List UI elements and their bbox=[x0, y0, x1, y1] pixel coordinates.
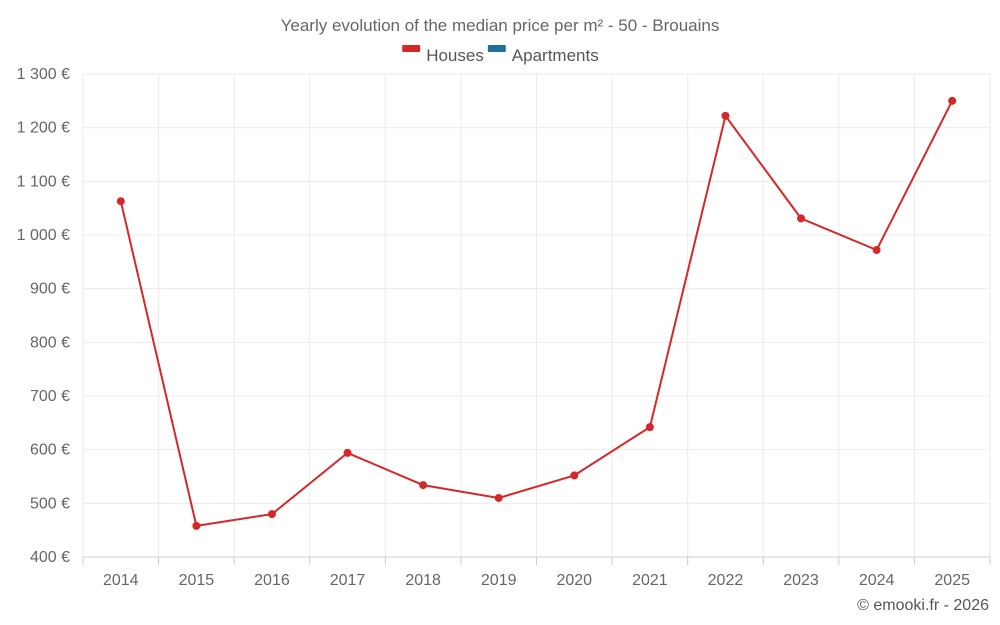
x-tick-label: 2014 bbox=[103, 572, 139, 589]
data-point bbox=[419, 481, 428, 490]
x-tick-label: 2015 bbox=[179, 572, 215, 589]
y-tick-label: 1 100 € bbox=[17, 173, 70, 190]
y-tick-label: 900 € bbox=[30, 281, 70, 298]
y-tick-label: 600 € bbox=[30, 442, 70, 459]
series-line-houses bbox=[119, 100, 954, 527]
data-point bbox=[570, 471, 579, 480]
data-point bbox=[797, 214, 806, 223]
axes: 400 € 500 € 600 € 700 € 800 € 900 € 1 000 € 1 1… bbox=[17, 66, 991, 589]
legend-swatch-apartments bbox=[487, 45, 506, 52]
data-point bbox=[116, 197, 125, 206]
x-tick-label: 2021 bbox=[632, 572, 668, 589]
data-point bbox=[645, 423, 654, 432]
y-tick-label: 1 300 € bbox=[17, 66, 70, 83]
y-tick-label: 500 € bbox=[30, 495, 70, 512]
y-tick-label: 700 € bbox=[30, 388, 70, 405]
data-point bbox=[872, 246, 881, 255]
legend-swatch-houses bbox=[402, 45, 421, 52]
y-tick-label: 400 € bbox=[30, 549, 70, 566]
x-tick-label: 2019 bbox=[481, 572, 517, 589]
x-tick-label: 2016 bbox=[254, 572, 290, 589]
legend: Houses Apartments bbox=[402, 45, 599, 65]
legend-label-apartments: Apartments bbox=[512, 46, 599, 65]
data-point bbox=[721, 111, 730, 120]
data-point bbox=[948, 96, 957, 105]
data-point bbox=[192, 521, 201, 530]
y-tick-label: 800 € bbox=[30, 334, 70, 351]
series-layer bbox=[116, 96, 957, 530]
grid bbox=[82, 73, 991, 557]
credit-text: © emooki.fr - 2026 bbox=[857, 597, 989, 614]
chart-title: Yearly evolution of the median price per… bbox=[281, 16, 720, 35]
data-point bbox=[494, 493, 503, 502]
x-tick-label: 2025 bbox=[934, 572, 970, 589]
y-tick-label: 1 200 € bbox=[17, 120, 70, 137]
x-tick-label: 2017 bbox=[330, 572, 366, 589]
x-tick-label: 2022 bbox=[708, 572, 744, 589]
legend-label-houses: Houses bbox=[426, 46, 484, 65]
x-tick-label: 2020 bbox=[556, 572, 592, 589]
x-tick-label: 2023 bbox=[783, 572, 819, 589]
data-point bbox=[343, 448, 352, 457]
data-point bbox=[267, 510, 276, 519]
x-tick-label: 2018 bbox=[405, 572, 441, 589]
y-tick-label: 1 000 € bbox=[17, 227, 70, 244]
x-tick-label: 2024 bbox=[859, 572, 895, 589]
